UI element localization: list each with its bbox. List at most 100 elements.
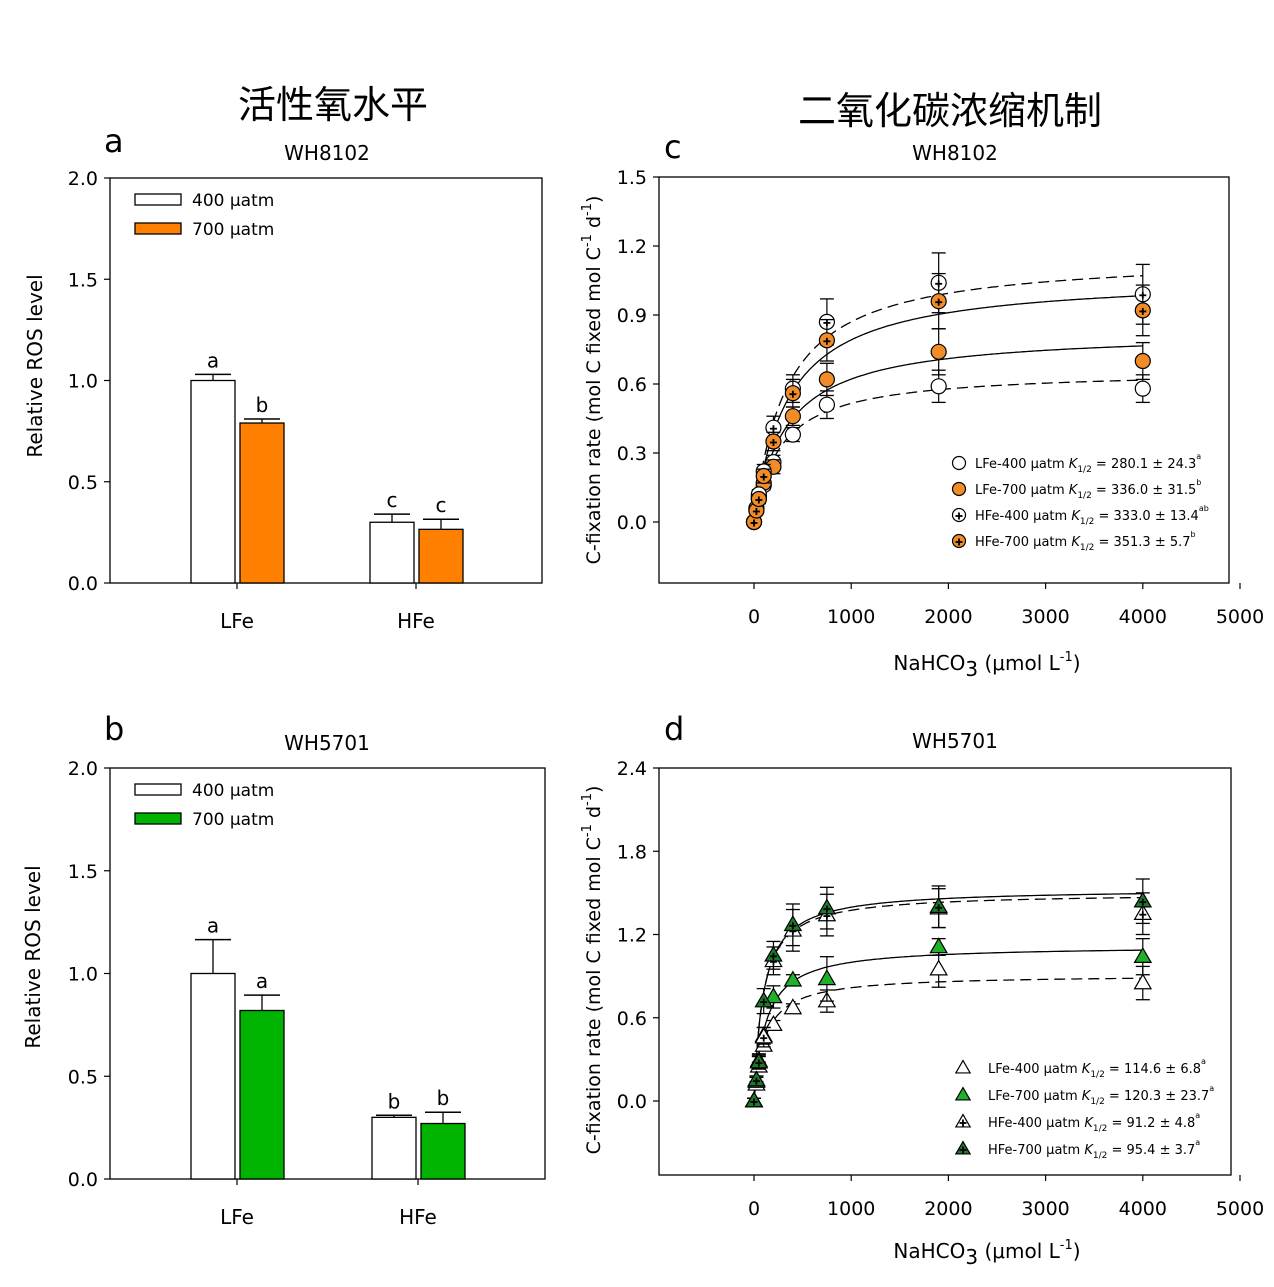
y-tick-label: 1.5 xyxy=(68,861,98,883)
y-tick-label: 0.0 xyxy=(68,1169,98,1191)
data-point-marker xyxy=(784,426,801,443)
legend-entry: LFe-400 μatm K1/2 = 280.1 ± 24.3a xyxy=(951,452,1201,475)
data-point-marker xyxy=(954,1059,972,1074)
y-tick-label: 1.8 xyxy=(617,841,647,863)
chart-title: WH8102 xyxy=(912,141,998,165)
y-tick-label: 1.5 xyxy=(617,167,647,189)
x-category-label: LFe xyxy=(220,609,254,633)
data-point-marker xyxy=(1133,973,1153,990)
x-category-label: HFe xyxy=(397,609,435,633)
data-point-marker xyxy=(818,371,836,388)
plot-frame xyxy=(658,767,1232,1176)
data-point-marker xyxy=(817,969,837,986)
data-point-marker xyxy=(784,408,801,425)
data-point-marker xyxy=(954,1086,972,1101)
legend-label: LFe-400 μatm K1/2 = 114.6 ± 6.8a xyxy=(988,1057,1206,1080)
series-3 xyxy=(744,878,1153,1108)
bar xyxy=(420,1122,466,1180)
data-point-marker xyxy=(951,481,967,497)
legend-label: HFe-400 μatm K1/2 = 91.2 ± 4.8a xyxy=(988,1111,1200,1134)
y-axis-label: Relative ROS level xyxy=(21,865,45,1048)
fit-curve xyxy=(753,949,1143,1102)
plot-frame xyxy=(109,177,543,584)
x-tick-label: 3000 xyxy=(1021,606,1069,628)
section-title-ccm: 二氧化碳浓缩机制 xyxy=(798,89,1103,133)
significance-letter: a xyxy=(256,969,268,993)
data-point-marker xyxy=(1134,380,1151,397)
x-category-label: HFe xyxy=(399,1205,437,1229)
x-tick-label: 1000 xyxy=(827,606,875,628)
bar-chart-panel-b: b WH5701 Relative ROS level 0.0 0.5 1.0 1.5 2.0… xyxy=(21,710,546,1229)
x-tick-label: 2000 xyxy=(924,1198,972,1220)
x-tick-label: 0 xyxy=(748,606,760,628)
bar xyxy=(371,1116,417,1180)
x-tick-label: 3000 xyxy=(1021,1198,1069,1220)
bar xyxy=(418,528,464,584)
y-tick-label: 0.9 xyxy=(617,305,647,327)
legend-entry: LFe-400 μatm K1/2 = 114.6 ± 6.8a xyxy=(954,1057,1206,1080)
panel-label: b xyxy=(104,710,124,748)
y-tick-label: 1.2 xyxy=(617,236,647,258)
section-title-ros: 活性氧水平 xyxy=(238,83,429,127)
significance-letter: b xyxy=(256,393,269,417)
significance-letter: a xyxy=(207,914,219,938)
y-tick-label: 0.3 xyxy=(617,443,647,465)
panel-label: c xyxy=(664,128,682,166)
x-tick-label: 5000 xyxy=(1216,606,1264,628)
legend-label: HFe-400 μatm K1/2 = 333.0 ± 13.4ab xyxy=(975,504,1209,527)
legend-label: LFe-700 μatm K1/2 = 120.3 ± 23.7a xyxy=(988,1084,1214,1107)
fit-curve xyxy=(753,275,1143,523)
panel-label: d xyxy=(664,710,684,748)
fit-curve xyxy=(753,893,1143,1102)
data-point-marker xyxy=(930,343,947,360)
y-axis-label: C-fixation rate (mol C fixed mol C-1 d-1… xyxy=(580,786,605,1155)
legend-label: 400 μatm xyxy=(192,781,274,801)
legend-swatch xyxy=(134,812,182,825)
y-tick-label: 0.0 xyxy=(617,512,647,534)
legend-label: HFe-700 μatm K1/2 = 351.3 ± 5.7b xyxy=(975,530,1196,553)
legend-label: LFe-700 μatm K1/2 = 336.0 ± 31.5b xyxy=(975,478,1201,501)
y-tick-label: 0.5 xyxy=(68,1066,98,1088)
fit-curve xyxy=(753,345,1143,523)
bar xyxy=(190,972,236,1180)
bar-chart-panel-a: a WH8102 Relative ROS level 0.0 0.5 1.0 1.5 2.0… xyxy=(23,122,543,633)
data-point-marker xyxy=(929,959,948,976)
legend-entry: HFe-400 μatm K1/2 = 91.2 ± 4.8a xyxy=(954,1111,1200,1134)
data-point-marker xyxy=(930,378,947,395)
legend-label: 700 μatm xyxy=(192,220,274,240)
data-point-marker xyxy=(783,998,803,1015)
y-tick-label: 1.5 xyxy=(68,269,98,291)
y-axis-label: C-fixation rate (mol C fixed mol C-1 d-1… xyxy=(580,196,605,565)
legend-entry: HFe-700 μatm K1/2 = 95.4 ± 3.7a xyxy=(954,1138,1200,1161)
plot-frame xyxy=(109,767,546,1180)
y-axis-label: Relative ROS level xyxy=(23,274,47,457)
chart-title: WH5701 xyxy=(912,729,998,753)
legend-swatch xyxy=(134,222,182,235)
bar xyxy=(369,521,415,584)
legend-swatch xyxy=(134,193,182,206)
series-0 xyxy=(745,369,1151,531)
data-point-marker xyxy=(764,987,783,1004)
legend-entry: LFe-700 μatm K1/2 = 120.3 ± 23.7a xyxy=(954,1084,1214,1107)
x-tick-label: 0 xyxy=(748,1198,760,1220)
x-axis-label: NaHCO3 (μmol L-1) xyxy=(893,650,1080,681)
legend-swatch xyxy=(134,783,182,796)
x-category-label: LFe xyxy=(220,1205,254,1229)
data-point-marker xyxy=(818,396,836,413)
panel-label: a xyxy=(104,122,124,160)
fit-curve xyxy=(753,896,1143,1102)
significance-letter: a xyxy=(207,348,219,372)
y-tick-label: 0.0 xyxy=(617,1091,647,1113)
significance-letter: c xyxy=(387,488,398,512)
y-tick-label: 2.4 xyxy=(617,758,647,780)
x-tick-label: 4000 xyxy=(1119,1198,1167,1220)
y-tick-label: 2.0 xyxy=(68,758,98,780)
legend-label: HFe-700 μatm K1/2 = 95.4 ± 3.7a xyxy=(988,1138,1200,1161)
chart-title: WH8102 xyxy=(284,141,370,165)
bar xyxy=(190,379,236,584)
data-point-marker xyxy=(1134,352,1151,370)
fit-curve xyxy=(753,977,1143,1102)
y-tick-label: 0.6 xyxy=(617,1008,647,1030)
series-2 xyxy=(745,252,1151,531)
